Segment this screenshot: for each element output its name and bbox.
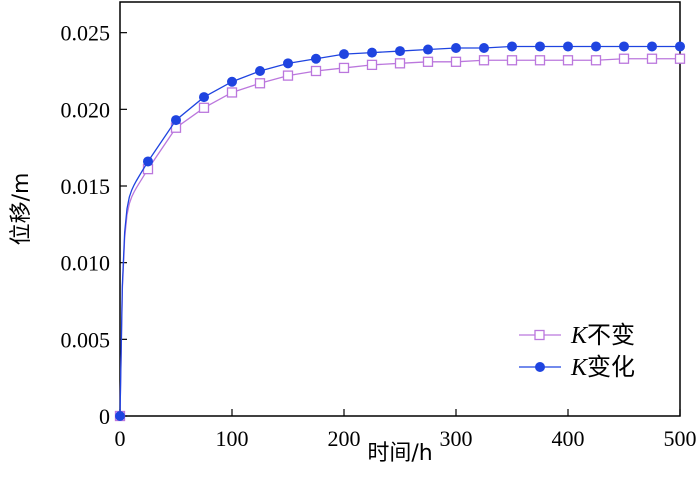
y-tick-label: 0 xyxy=(99,404,110,429)
data-point-circle xyxy=(423,44,433,55)
data-point-square xyxy=(254,78,266,89)
data-point-square xyxy=(450,56,462,67)
data-point-square xyxy=(534,55,546,66)
plot-frame xyxy=(119,1,681,417)
data-point-square xyxy=(674,53,686,64)
data-point-square xyxy=(338,62,350,74)
data-point-circle xyxy=(675,41,685,52)
data-point-square xyxy=(562,55,574,66)
data-point-square xyxy=(478,55,490,66)
data-point-circle xyxy=(563,41,573,52)
y-tick-label: 0.020 xyxy=(61,97,111,122)
series-layer xyxy=(114,41,686,422)
legend-label-k: K xyxy=(570,355,589,381)
x-tick-label: 200 xyxy=(328,426,361,451)
legend-marker-square xyxy=(534,329,545,341)
data-point-circle xyxy=(507,41,517,52)
y-tick-label: 0.015 xyxy=(61,174,111,199)
data-point-circle xyxy=(591,41,601,52)
series-k-constant xyxy=(114,53,686,422)
data-point-circle xyxy=(479,43,489,53)
data-point-circle xyxy=(283,58,293,69)
legend-label-k: K xyxy=(570,323,589,349)
data-point-circle xyxy=(227,76,237,87)
data-point-circle xyxy=(115,411,125,421)
x-tick-label: 300 xyxy=(440,426,473,451)
data-point-circle xyxy=(451,43,461,53)
data-point-square xyxy=(226,87,238,98)
data-point-square xyxy=(366,59,378,71)
y-axis-title: 位移/m xyxy=(9,173,34,246)
axis-ticks: 0 100 200 300 400 500 0 0.005 0.010 0.015 0.020 0.0… xyxy=(61,21,697,451)
legend-item: K不变 xyxy=(519,321,635,349)
data-point-circle xyxy=(535,41,545,52)
data-point-square xyxy=(646,53,658,64)
x-axis-title: 时间/h xyxy=(367,441,432,466)
data-point-circle xyxy=(171,115,181,126)
y-tick-label: 0.005 xyxy=(61,327,111,352)
data-point-circle xyxy=(199,92,209,103)
data-point-circle xyxy=(339,49,349,60)
data-point-square xyxy=(590,55,602,66)
data-point-square xyxy=(282,70,294,81)
x-tick-label: 0 xyxy=(115,426,126,451)
legend-label: K不变 xyxy=(570,321,635,349)
data-point-square xyxy=(506,55,518,66)
series-k-variable xyxy=(115,41,685,421)
legend-label: K变化 xyxy=(570,353,635,381)
data-point-circle xyxy=(367,47,377,58)
y-tick-label: 0.010 xyxy=(61,251,111,276)
legend-label-text: 变化 xyxy=(587,353,635,381)
data-point-square xyxy=(198,102,210,113)
legend-marker-circle xyxy=(535,362,545,372)
data-point-circle xyxy=(255,66,265,76)
y-tick-label: 0.025 xyxy=(61,21,111,46)
data-point-circle xyxy=(311,53,321,64)
data-point-square xyxy=(422,56,434,67)
x-tick-label: 400 xyxy=(552,426,585,451)
x-tick-label: 500 xyxy=(664,426,697,451)
data-point-square xyxy=(394,58,406,69)
data-point-circle xyxy=(619,41,629,52)
data-point-square xyxy=(618,53,630,64)
x-tick-label: 100 xyxy=(216,426,249,451)
data-point-square xyxy=(310,65,322,77)
data-point-circle xyxy=(143,156,153,167)
data-point-circle xyxy=(395,46,405,57)
legend-label-text: 不变 xyxy=(587,321,635,349)
legend-item: K变化 xyxy=(519,353,635,381)
data-point-circle xyxy=(647,41,657,52)
